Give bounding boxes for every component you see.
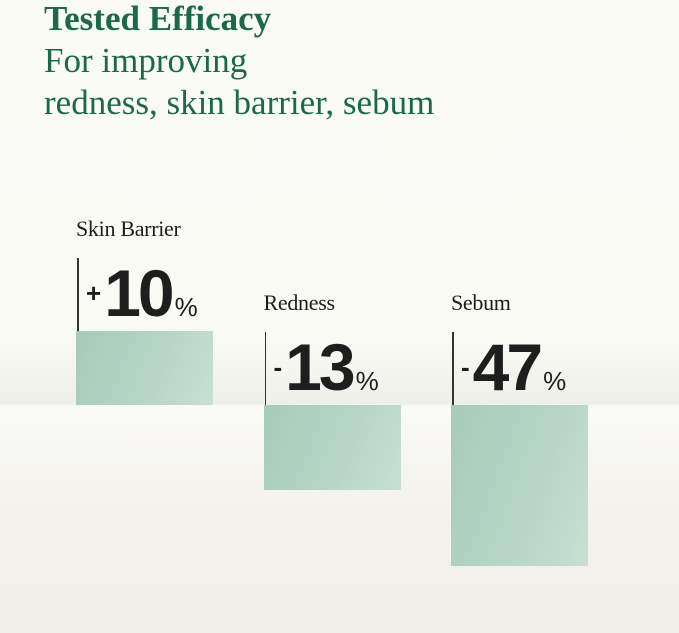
value-unit: % <box>355 366 379 396</box>
subtitle-line-1: For improving <box>44 41 248 80</box>
value-sign: - <box>273 352 283 382</box>
bar-marker-line <box>77 257 79 331</box>
category-label: Sebum <box>451 290 511 315</box>
value-label: -13% <box>274 334 379 400</box>
category-label: Redness <box>263 290 336 315</box>
value-sign: - <box>461 352 470 382</box>
value-unit: % <box>543 366 567 396</box>
value-label: +10% <box>86 260 198 326</box>
page-title: Tested Efficacy <box>44 0 272 38</box>
bar-1 <box>263 405 401 490</box>
bar-marker-line <box>452 332 454 405</box>
value-unit: % <box>174 291 198 322</box>
value-number: 10 <box>104 255 174 330</box>
page-title-block: Tested Efficacy For improving redness, s… <box>44 0 434 124</box>
bar-marker-line <box>264 332 266 405</box>
bar-2 <box>451 405 588 567</box>
value-number: 47 <box>472 330 543 404</box>
bar-0 <box>76 330 213 405</box>
category-label: Skin Barrier <box>76 215 181 241</box>
value-sign: + <box>86 277 102 308</box>
subtitle-line-2: redness, skin barrier, sebum <box>44 83 435 122</box>
value-number: 13 <box>285 330 355 404</box>
value-label: -47% <box>461 334 566 400</box>
